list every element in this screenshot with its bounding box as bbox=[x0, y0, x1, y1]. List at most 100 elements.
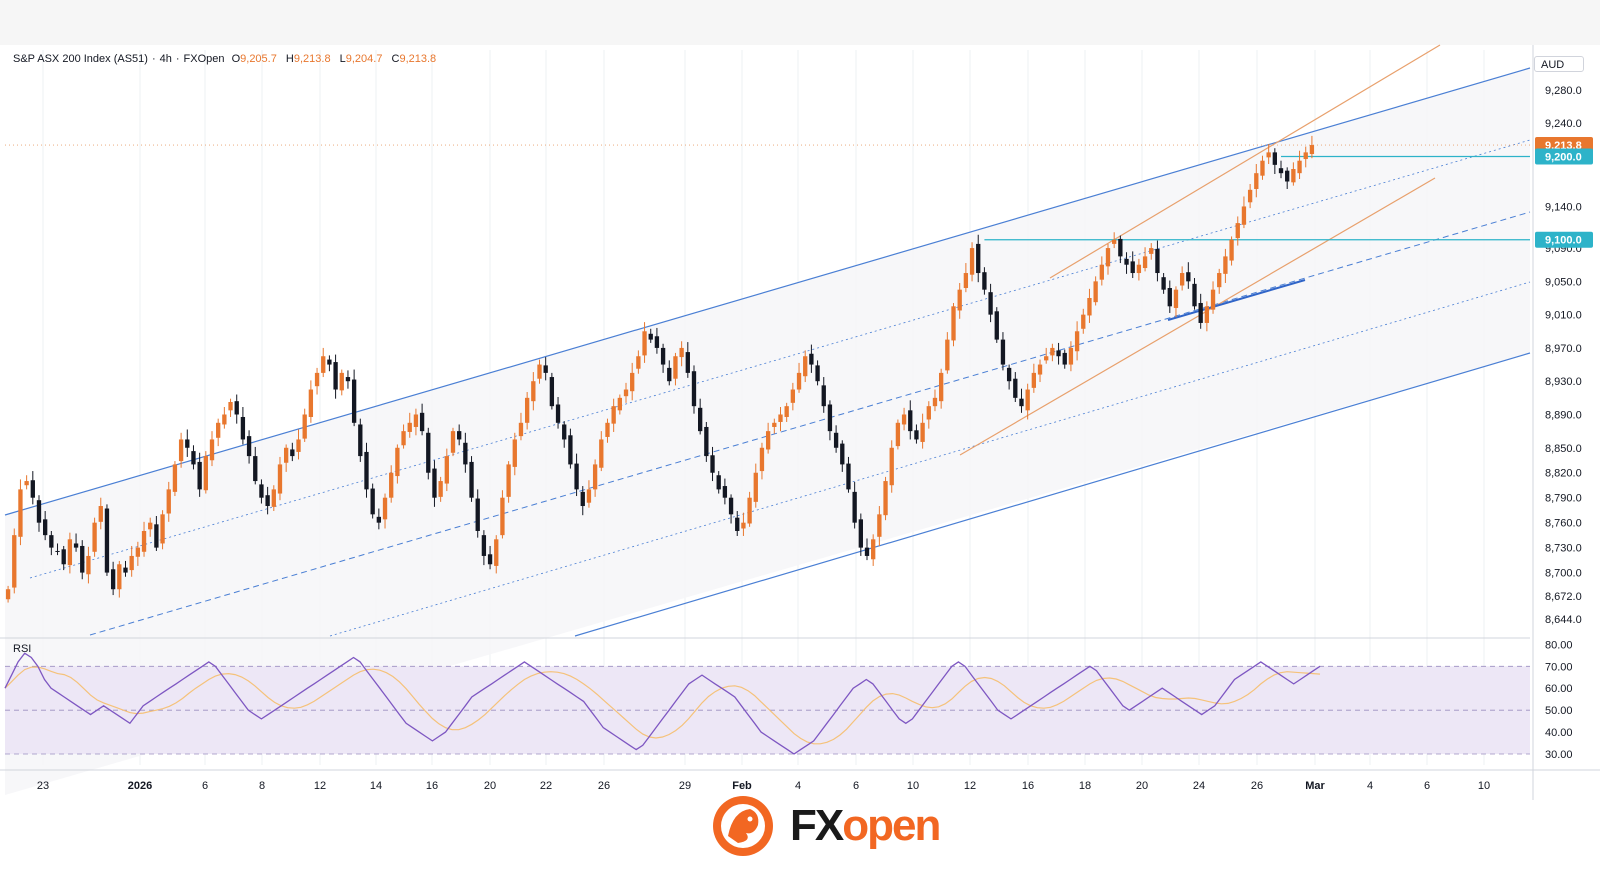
logo-wordmark: FXopen bbox=[790, 801, 941, 851]
candle-body bbox=[389, 472, 394, 498]
candle-body bbox=[259, 484, 264, 498]
candle-body bbox=[61, 549, 66, 565]
rsi-axis-tick: 70.00 bbox=[1545, 661, 1573, 673]
channel-lower-line bbox=[574, 352, 1531, 637]
price-axis-tick: 8,820.0 bbox=[1545, 468, 1582, 480]
candle-body bbox=[73, 543, 79, 548]
candle-body bbox=[296, 439, 301, 452]
low-label: L bbox=[339, 53, 346, 65]
candle-body bbox=[605, 422, 610, 437]
candle-body bbox=[784, 406, 789, 417]
candle-body bbox=[185, 439, 190, 448]
low-value: 9,204.7 bbox=[345, 53, 383, 65]
candle-body bbox=[1025, 389, 1030, 411]
lion-logo-icon bbox=[713, 796, 773, 856]
candle-body bbox=[1198, 302, 1203, 323]
candle-body bbox=[920, 422, 925, 442]
candle-body bbox=[1229, 239, 1234, 261]
support-trendline bbox=[1167, 279, 1306, 321]
candle-body bbox=[1247, 189, 1253, 203]
candle-body bbox=[1112, 239, 1117, 244]
high-value: 9,213.8 bbox=[293, 53, 331, 65]
candle-body bbox=[1105, 248, 1111, 267]
price-axis-tick: 9,010.0 bbox=[1545, 310, 1582, 322]
candle-body bbox=[772, 422, 777, 427]
candle-body bbox=[679, 347, 684, 358]
candle-body bbox=[1223, 256, 1228, 274]
candle-body bbox=[382, 497, 388, 520]
rsi-axis-tick: 50.00 bbox=[1545, 705, 1573, 717]
candle-body bbox=[833, 432, 839, 448]
candle-body bbox=[809, 353, 814, 365]
candle-body bbox=[648, 333, 653, 340]
currency-selector[interactable]: AUD bbox=[1534, 56, 1584, 72]
candle-body bbox=[765, 431, 771, 450]
candle-body bbox=[117, 564, 122, 590]
candle-body bbox=[43, 519, 48, 536]
candle-body bbox=[1081, 314, 1086, 329]
price-label-bg bbox=[1535, 148, 1593, 165]
channel-quarter-upper bbox=[29, 139, 1531, 579]
candle-body bbox=[691, 371, 697, 407]
fxopen-logo: FXopen bbox=[708, 791, 948, 861]
candle-body bbox=[290, 449, 295, 457]
candle-body bbox=[413, 414, 419, 427]
candle-body bbox=[1204, 306, 1210, 323]
candle-body bbox=[67, 539, 73, 566]
candle-body bbox=[957, 289, 962, 311]
candle-body bbox=[667, 367, 672, 382]
candle-body bbox=[283, 447, 289, 463]
price-axis-tick: 8,730.0 bbox=[1545, 543, 1582, 555]
candle-body bbox=[49, 535, 54, 548]
candle-body bbox=[364, 451, 369, 490]
price-axis-tick: 9,140.0 bbox=[1545, 201, 1582, 213]
candle-body bbox=[135, 547, 141, 557]
candle-body bbox=[426, 432, 431, 473]
time-axis-tick: 20 bbox=[1136, 780, 1148, 792]
data-source: FXOpen bbox=[183, 53, 225, 65]
candle-body bbox=[24, 481, 29, 486]
price-axis-tick: 8,760.0 bbox=[1545, 518, 1582, 530]
candle-body bbox=[512, 439, 517, 467]
time-axis-tick: 16 bbox=[1022, 780, 1034, 792]
time-axis-tick: 12 bbox=[314, 780, 326, 792]
candle-body bbox=[104, 508, 110, 573]
candle-body bbox=[611, 406, 616, 424]
candle-body bbox=[871, 539, 876, 560]
candle-body bbox=[796, 372, 802, 390]
channel-quarter-lower bbox=[329, 281, 1531, 637]
candle-body bbox=[308, 389, 314, 417]
candle-body bbox=[1074, 331, 1080, 352]
time-axis-tick: 26 bbox=[1251, 780, 1263, 792]
candle-body bbox=[339, 372, 344, 391]
candle-body bbox=[599, 439, 604, 468]
candle-body bbox=[463, 442, 468, 465]
candle-body bbox=[549, 377, 555, 407]
candle-body bbox=[209, 439, 215, 461]
candle-body bbox=[1062, 352, 1067, 365]
candle-body bbox=[475, 498, 480, 531]
candle-body bbox=[154, 524, 159, 548]
candle-body bbox=[18, 489, 23, 537]
candle-body bbox=[1266, 152, 1271, 158]
candle-body bbox=[203, 456, 208, 491]
candle-body bbox=[889, 447, 894, 486]
price-label: 9,100.0 bbox=[1545, 235, 1582, 247]
candle-body bbox=[1006, 367, 1012, 382]
candle-body bbox=[1161, 277, 1166, 290]
candle-body bbox=[1254, 173, 1259, 189]
candle-body bbox=[12, 535, 17, 588]
price-axis-tick: 8,890.0 bbox=[1545, 409, 1582, 421]
time-axis-tick: 6 bbox=[202, 780, 208, 792]
rsi-line bbox=[4, 652, 1321, 755]
candle-body bbox=[753, 472, 758, 502]
candle-body bbox=[345, 377, 351, 382]
candle-body bbox=[574, 463, 579, 490]
candle-body bbox=[710, 455, 715, 473]
candle-body bbox=[914, 430, 919, 440]
time-axis-tick: 10 bbox=[907, 780, 919, 792]
candle-body bbox=[840, 443, 845, 465]
candle-body bbox=[926, 406, 931, 420]
candle-body bbox=[945, 339, 950, 371]
candle-body bbox=[815, 365, 820, 382]
